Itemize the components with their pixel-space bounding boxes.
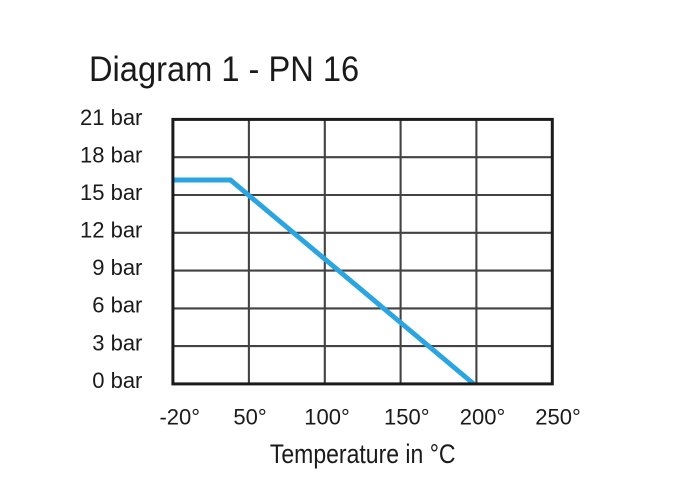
svg-text:15 bar: 15 bar (80, 180, 142, 205)
svg-text:3 bar: 3 bar (92, 330, 142, 355)
svg-text:100°: 100° (304, 405, 350, 430)
svg-text:18 bar: 18 bar (80, 142, 142, 167)
svg-text:250°: 250° (535, 405, 581, 430)
svg-text:9 bar: 9 bar (92, 255, 142, 280)
svg-text:21 bar: 21 bar (80, 105, 142, 130)
svg-text:Temperature in °C: Temperature in °C (270, 440, 456, 470)
svg-text:0 bar: 0 bar (92, 368, 142, 393)
svg-text:-20°: -20° (159, 405, 200, 430)
svg-text:12 bar: 12 bar (80, 218, 142, 243)
svg-text:50°: 50° (233, 405, 266, 430)
svg-text:Diagram 1 - PN 16: Diagram 1 - PN 16 (89, 50, 359, 89)
svg-text:6 bar: 6 bar (92, 293, 142, 318)
svg-text:150°: 150° (384, 405, 430, 430)
svg-text:200°: 200° (460, 405, 506, 430)
